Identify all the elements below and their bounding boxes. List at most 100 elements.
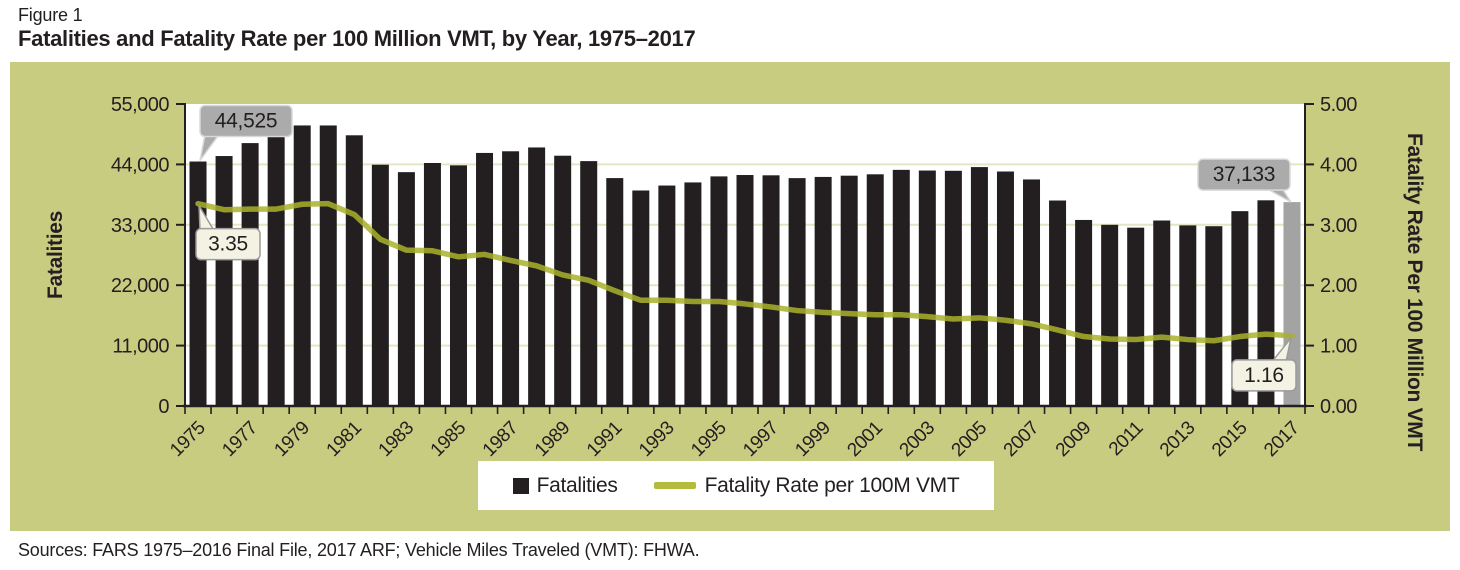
bar-1994 xyxy=(684,182,702,406)
bar-1985 xyxy=(449,165,467,406)
svg-text:55,000: 55,000 xyxy=(111,94,170,116)
left-axis-ticks: 0 11,000 22,000 33,000 44,000 55,000 xyxy=(111,94,185,418)
svg-text:22,000: 22,000 xyxy=(111,275,170,297)
svg-text:2009: 2009 xyxy=(1052,418,1095,461)
svg-text:1987: 1987 xyxy=(479,418,522,461)
callout-37133 xyxy=(1197,158,1291,191)
bar-2001 xyxy=(866,174,884,406)
bar-2008 xyxy=(1049,200,1067,406)
bar-1993 xyxy=(658,185,676,406)
svg-text:33,000: 33,000 xyxy=(111,215,170,237)
svg-text:2017: 2017 xyxy=(1260,418,1303,461)
right-axis-ticks: 0.00 1.00 2.00 3.00 4.00 5.00 xyxy=(1305,94,1358,418)
svg-text:0.00: 0.00 xyxy=(1320,396,1357,418)
svg-text:1.00: 1.00 xyxy=(1320,336,1357,358)
callouts: 44,525 3.35 37,133 1.16 xyxy=(195,104,1297,392)
svg-text:1981: 1981 xyxy=(323,418,366,461)
bar-2014 xyxy=(1205,226,1223,406)
svg-text:1989: 1989 xyxy=(531,418,574,461)
bar-1998 xyxy=(788,178,806,406)
bar-2007 xyxy=(1023,179,1041,406)
callout-116 xyxy=(1231,359,1297,392)
legend-item-rate: Fatality Rate per 100M VMT xyxy=(653,473,960,498)
bar-2005 xyxy=(970,167,988,406)
bar-2003 xyxy=(918,170,936,406)
figure-title: Fatalities and Fatality Rate per 100 Mil… xyxy=(18,26,696,51)
bar-1981 xyxy=(345,135,363,406)
bar-2006 xyxy=(996,171,1014,406)
bar-1982 xyxy=(371,164,389,406)
fatality-rate-line xyxy=(195,200,1295,344)
bar-1983 xyxy=(397,172,415,406)
bar-swatch-icon xyxy=(512,477,529,494)
svg-text:2005: 2005 xyxy=(948,418,991,461)
bar-1987 xyxy=(502,151,520,406)
x-axis-labels: 1975 1977 1979 1981 1983 1985 1987 1989 1991 1993… xyxy=(166,418,1303,461)
svg-text:1997: 1997 xyxy=(739,418,782,461)
svg-text:5.00: 5.00 xyxy=(1320,94,1357,116)
svg-text:1977: 1977 xyxy=(218,418,261,461)
svg-text:1993: 1993 xyxy=(635,418,678,461)
svg-text:1.16: 1.16 xyxy=(1244,364,1284,387)
bar-1975 xyxy=(189,161,207,406)
right-axis-title: Fatality Rate Per 100 Million VMT xyxy=(1403,132,1426,452)
legend-label-fatalities: Fatalities xyxy=(536,473,618,497)
bar-1980 xyxy=(319,125,337,406)
bar-2012 xyxy=(1153,220,1171,406)
bar-1984 xyxy=(423,162,441,406)
bar-2010 xyxy=(1101,224,1119,406)
svg-text:3.35: 3.35 xyxy=(208,233,248,256)
svg-text:1985: 1985 xyxy=(427,418,470,461)
line-swatch-icon xyxy=(653,482,696,489)
svg-text:44,000: 44,000 xyxy=(111,154,170,176)
bar-1990 xyxy=(580,161,598,406)
svg-text:1999: 1999 xyxy=(791,418,834,461)
bar-1986 xyxy=(476,152,494,406)
axes xyxy=(183,103,1307,408)
bar-1997 xyxy=(762,175,780,406)
bar-2009 xyxy=(1075,219,1093,406)
bar-2016 xyxy=(1257,200,1275,406)
bar-2011 xyxy=(1127,227,1145,406)
svg-text:1995: 1995 xyxy=(687,418,730,461)
svg-text:2007: 2007 xyxy=(1000,418,1043,461)
figure-label: Figure 1 xyxy=(18,5,83,25)
svg-text:0: 0 xyxy=(158,396,169,418)
svg-text:4.00: 4.00 xyxy=(1320,154,1357,176)
svg-text:1991: 1991 xyxy=(583,418,626,461)
bar-1978 xyxy=(267,129,285,406)
callout-44525 xyxy=(199,104,293,138)
svg-text:37,133: 37,133 xyxy=(1213,163,1275,186)
source-note: Sources: FARS 1975–2016 Final File, 2017… xyxy=(18,540,700,560)
bar-2015 xyxy=(1231,211,1249,406)
callout-335 xyxy=(195,227,261,261)
svg-text:2.00: 2.00 xyxy=(1320,275,1357,297)
chart-legend: Fatalities Fatality Rate per 100M VMT xyxy=(478,461,994,510)
svg-text:3.00: 3.00 xyxy=(1320,215,1357,237)
svg-text:2011: 2011 xyxy=(1105,418,1147,460)
bar-2013 xyxy=(1179,225,1197,406)
bar-1995 xyxy=(710,176,728,406)
svg-text:2003: 2003 xyxy=(896,418,939,461)
bar-1988 xyxy=(528,147,546,406)
svg-text:1979: 1979 xyxy=(270,418,313,461)
bar-2002 xyxy=(892,169,910,406)
svg-text:1975: 1975 xyxy=(166,418,209,461)
bar-1979 xyxy=(293,125,311,407)
bar-2004 xyxy=(944,170,962,406)
svg-text:2013: 2013 xyxy=(1156,418,1199,461)
fatalities-combo-chart: 0 11,000 22,000 33,000 44,000 55,000 0.00 1.00 2… xyxy=(111,94,1358,461)
chart-panel: 0 11,000 22,000 33,000 44,000 55,000 0.00 1.00 2… xyxy=(10,62,1450,531)
legend-label-rate: Fatality Rate per 100M VMT xyxy=(704,473,960,497)
bar-1976 xyxy=(215,156,233,406)
bar-2000 xyxy=(840,175,858,406)
bar-1989 xyxy=(554,155,572,406)
x-axis-ticks xyxy=(184,406,1306,414)
left-axis-title: Fatalities xyxy=(44,210,67,300)
bar-1999 xyxy=(814,176,832,406)
svg-text:11,000: 11,000 xyxy=(112,336,169,358)
svg-text:44,525: 44,525 xyxy=(215,110,277,133)
bar-1996 xyxy=(736,175,754,406)
bar-1977 xyxy=(241,143,259,406)
